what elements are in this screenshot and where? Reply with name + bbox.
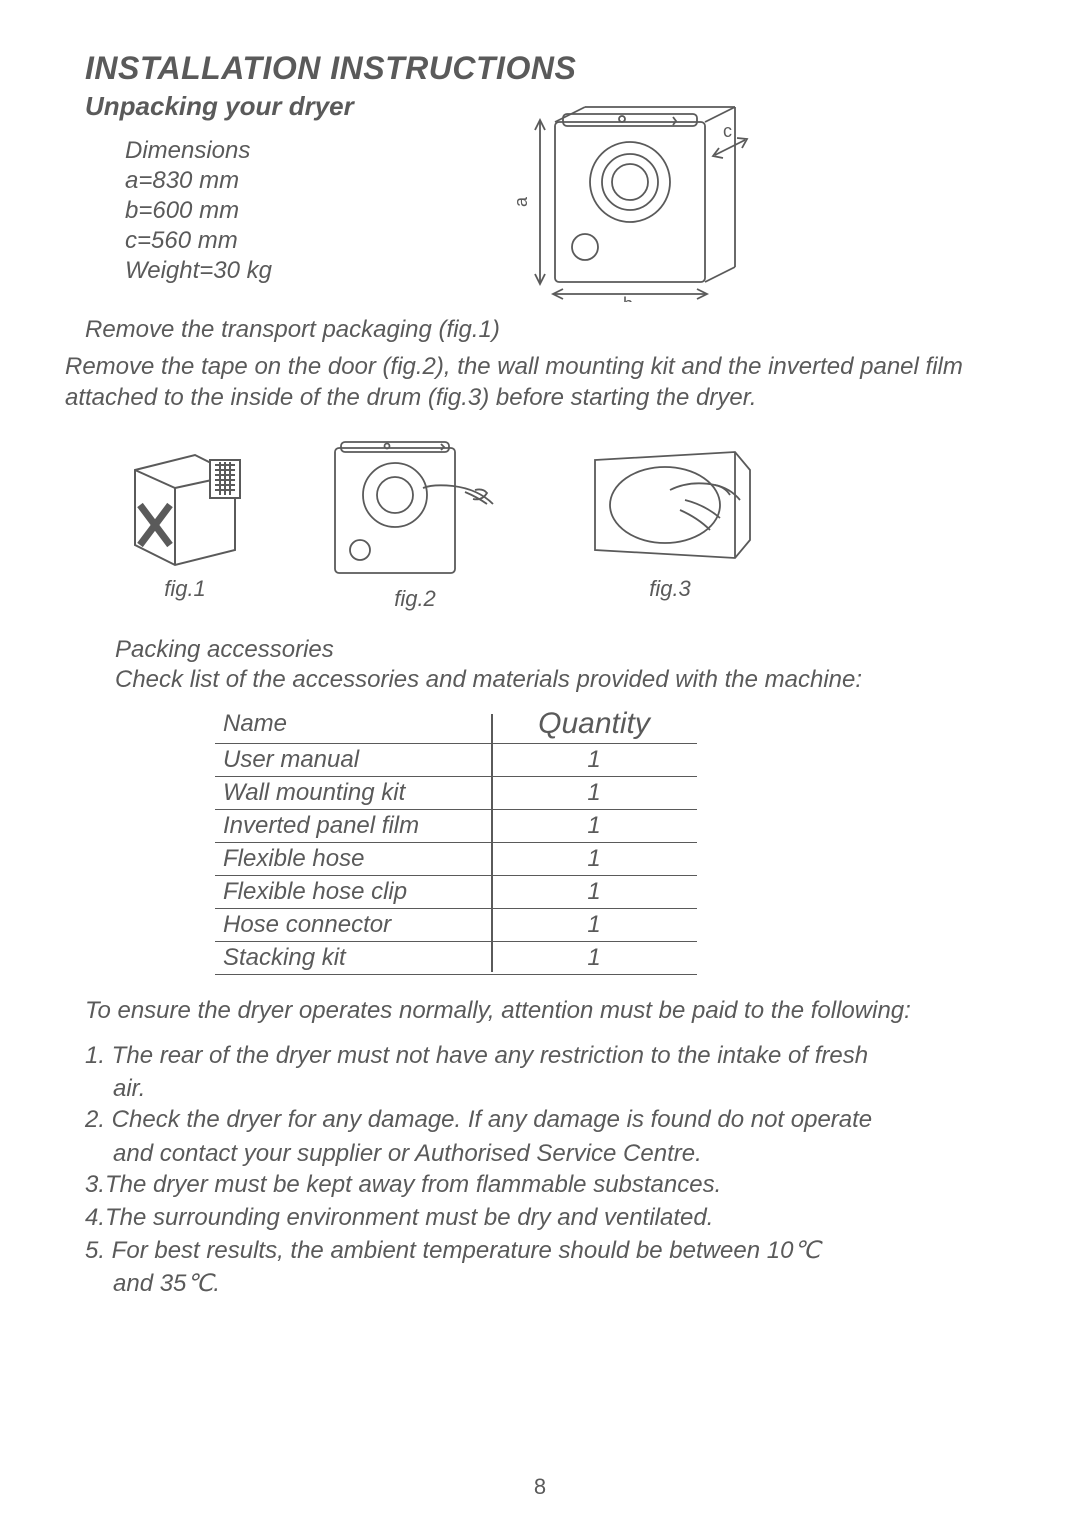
- table-row: Hose connector1: [215, 908, 697, 941]
- fig3-label: fig.3: [649, 576, 691, 602]
- table-row: Stacking kit1: [215, 941, 697, 974]
- accessories-title: Packing accessories: [115, 636, 1000, 664]
- table-vertical-divider: [491, 714, 493, 972]
- table-header-row: Name Quantity: [215, 705, 697, 744]
- cell-qty: 1: [491, 743, 697, 776]
- page-number: 8: [0, 1474, 1080, 1500]
- cell-name: Flexible hose: [215, 842, 491, 875]
- list-item-3: 3.The dryer must be kept away from flamm…: [85, 1169, 1000, 1200]
- cell-qty: 1: [491, 809, 697, 842]
- fig2-item: fig.2: [315, 430, 515, 612]
- fig3-item: fig.3: [575, 430, 765, 612]
- cell-qty: 1: [491, 842, 697, 875]
- list-item-2a: 2. Check the dryer for any damage. If an…: [85, 1104, 1000, 1135]
- fig1-label: fig.1: [164, 576, 206, 602]
- cell-name: Wall mounting kit: [215, 776, 491, 809]
- list-item-5a: 5. For best results, the ambient tempera…: [85, 1235, 1000, 1266]
- table-row: User manual1: [215, 743, 697, 776]
- manual-page: INSTALLATION INSTRUCTIONS Unpacking your…: [0, 0, 1080, 1528]
- ensure-text: To ensure the dryer operates normally, a…: [85, 995, 1000, 1026]
- list-item-2b: and contact your supplier or Authorised …: [85, 1138, 1000, 1169]
- table-row: Flexible hose1: [215, 842, 697, 875]
- fig1-icon: [115, 430, 255, 570]
- cell-name: Stacking kit: [215, 941, 491, 974]
- remove-tape-text: Remove the tape on the door (fig.2), the…: [65, 351, 1030, 413]
- fig2-label: fig.2: [394, 586, 436, 612]
- dim-label-b: b: [623, 294, 633, 302]
- dryer-dimension-diagram: a b c: [510, 92, 770, 302]
- fig3-icon: [575, 430, 765, 570]
- fig1-item: fig.1: [115, 430, 255, 612]
- dim-label-c: c: [723, 121, 732, 141]
- table-row: Flexible hose clip1: [215, 875, 697, 908]
- main-title: INSTALLATION INSTRUCTIONS: [85, 50, 1000, 87]
- cell-name: Inverted panel film: [215, 809, 491, 842]
- cell-qty: 1: [491, 776, 697, 809]
- list-item-1b: air.: [85, 1073, 1000, 1104]
- cell-name: User manual: [215, 743, 491, 776]
- accessories-table: Name Quantity User manual1 Wall mounting…: [215, 705, 697, 975]
- table-row: Wall mounting kit1: [215, 776, 697, 809]
- list-item-1a: 1. The rear of the dryer must not have a…: [85, 1040, 1000, 1071]
- dim-label-a: a: [511, 196, 531, 207]
- list-item-5b: and 35℃.: [85, 1268, 1000, 1299]
- list-item-4: 4.The surrounding environment must be dr…: [85, 1202, 1000, 1233]
- fig2-icon: [315, 430, 515, 580]
- cell-qty: 1: [491, 908, 697, 941]
- cell-qty: 1: [491, 875, 697, 908]
- table-row: Inverted panel film1: [215, 809, 697, 842]
- numbered-list: 1. The rear of the dryer must not have a…: [85, 1040, 1000, 1300]
- cell-name: Flexible hose clip: [215, 875, 491, 908]
- table-header-qty: Quantity: [491, 705, 697, 744]
- accessories-sub: Check list of the accessories and materi…: [115, 664, 1000, 695]
- cell-qty: 1: [491, 941, 697, 974]
- remove-packaging-text: Remove the transport packaging (fig.1): [85, 314, 1000, 345]
- cell-name: Hose connector: [215, 908, 491, 941]
- table-header-name: Name: [215, 705, 491, 744]
- figure-row: fig.1 fig.2: [115, 430, 1000, 612]
